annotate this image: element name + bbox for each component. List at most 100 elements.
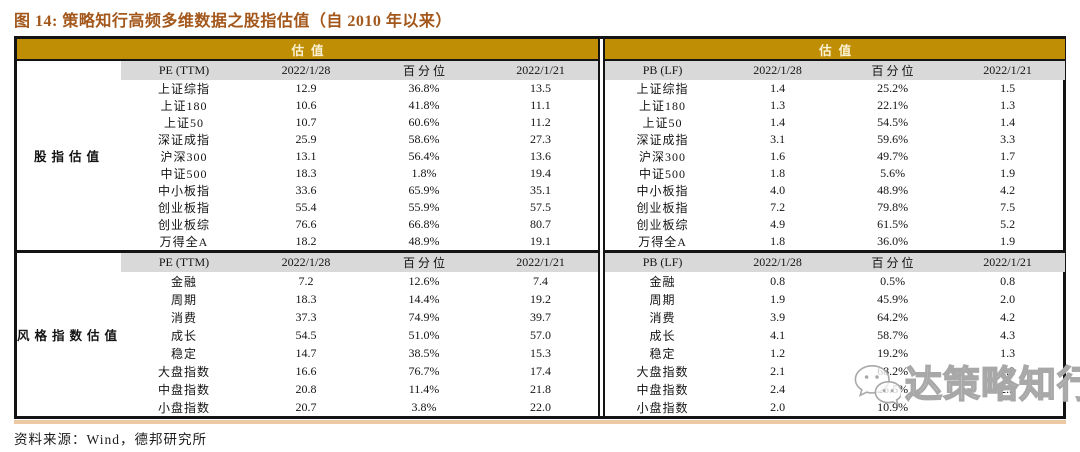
pe-value-cell: 21.8 — [530, 381, 552, 396]
pe-value-cell: 18.2 — [295, 234, 317, 248]
table-row: 金融 7.2 12.6% 7.4 — [17, 272, 599, 290]
pb-value-cell: 1.9 — [770, 291, 786, 306]
pe-value-cell: 7.4 — [533, 273, 549, 288]
index-name-cell: 中证500 — [639, 167, 687, 181]
table-row: 创业板综 4.9 61.5% 5.2 — [604, 216, 1065, 233]
index-name-cell: 沪深300 — [160, 150, 208, 164]
pe-percentile-cell: 41.8% — [408, 98, 440, 112]
pe-value-cell: 20.8 — [295, 381, 317, 396]
pb-percentile-cell: 22.1% — [877, 98, 909, 112]
pb-value-cell: 1.4 — [770, 115, 786, 129]
pe-value-cell: 13.6 — [530, 149, 552, 163]
pb-value-cell: 4.9 — [770, 217, 786, 231]
index-name-cell: 大盘指数 — [636, 364, 689, 379]
pb-header-row-2: PB (LF) 2022/1/28 百分位 2022/1/21 — [604, 250, 1066, 272]
valuation-band-right: 估值 — [604, 39, 1066, 61]
table-row: 成长 54.5 51.0% 57.0 — [17, 326, 599, 344]
pe-percentile-cell: 1.8% — [411, 166, 437, 180]
table-row: 中小板指 4.0 48.9% 4.2 — [604, 182, 1065, 199]
date1-header: 2022/1/28 — [247, 60, 365, 80]
valuation-band-left: 估值 — [17, 39, 600, 61]
pb-value-cell: 4.2 — [1000, 309, 1016, 324]
pe-value-cell: 11.1 — [530, 98, 551, 112]
pb-value-cell: 1.5 — [1000, 81, 1016, 95]
pb-value-cell: 1.8 — [770, 234, 786, 248]
index-name-cell: 中小板指 — [157, 184, 210, 198]
index-name-cell: 消费 — [649, 310, 676, 325]
pe-value-cell: 19.1 — [530, 234, 552, 248]
table-row: 创业板综 76.6 66.8% 80.7 — [17, 216, 599, 233]
index-name-cell: 周期 — [649, 292, 676, 307]
pb-percentile-cell: 48.9% — [877, 183, 909, 197]
valuation-band-row: 估值 — [604, 39, 1066, 61]
index-name-cell: 稳定 — [649, 346, 676, 361]
table-row: 消费 37.3 74.9% 39.7 — [17, 308, 599, 326]
table-row: 成长 4.1 58.7% 4.3 — [604, 326, 1065, 344]
pe-value-cell: 14.7 — [295, 345, 317, 360]
date1-header: 2022/1/28 — [247, 250, 365, 272]
index-name-cell: 成长 — [170, 328, 197, 343]
pb-value-cell: 1.3 — [1000, 98, 1016, 112]
pe-value-cell: 16.6 — [295, 363, 317, 378]
pe-value-cell: 20.7 — [295, 399, 317, 414]
pe-header-row-1: 股指估值 PE (TTM) 2022/1/28 百分位 2022/1/21 — [17, 60, 600, 252]
date1-header: 2022/1/28 — [720, 250, 836, 272]
index-name-cell: 创业板综 — [157, 218, 210, 232]
table-row: 中小板指 33.6 65.9% 35.1 — [17, 182, 599, 199]
pe-value-cell: 10.7 — [295, 115, 317, 129]
pe-value-cell: 7.2 — [298, 273, 314, 288]
pb-percentile-cell: 64.2% — [877, 309, 909, 324]
pe-percentile-cell: 51.0% — [408, 327, 440, 342]
pb-value-cell: 3.9 — [770, 309, 786, 324]
table-row: 周期 1.9 45.9% 2.0 — [604, 290, 1065, 308]
pb-value-cell: 1.3 — [1000, 345, 1016, 360]
table-row: 上证50 1.4 54.5% 1.4 — [604, 114, 1065, 131]
date1-header: 2022/1/28 — [720, 60, 836, 80]
pb-header-row-1: PB (LF) 2022/1/28 百分位 2022/1/21 — [604, 60, 1066, 80]
pb-value-cell: 4.2 — [1000, 183, 1016, 197]
index-name-cell: 成长 — [649, 328, 676, 343]
index-name-cell: 大盘指数 — [157, 364, 210, 379]
index-name-cell: 周期 — [170, 292, 197, 307]
table-bottom-accent-line — [14, 420, 1066, 424]
pe-value-cell: 54.5 — [295, 327, 317, 342]
index-name-cell: 上证综指 — [157, 82, 210, 96]
pb-value-cell: 5.2 — [1000, 217, 1016, 231]
pe-value-cell: 55.4 — [295, 200, 317, 214]
pb-value-cell: 1.9 — [1000, 166, 1016, 180]
index-name-cell: 中小板指 — [636, 184, 689, 198]
index-name-cell: 中证500 — [160, 167, 208, 181]
table-row: 上证综指 1.4 25.2% 1.5 — [604, 80, 1065, 97]
pe-value-cell: 19.4 — [530, 166, 552, 180]
pe-percentile-cell: 3.8% — [411, 399, 437, 414]
table-row: 稳定 1.2 19.2% 1.3 — [604, 344, 1065, 362]
table-row: 中盘指数 20.8 11.4% 21.8 — [17, 380, 599, 398]
index-name-cell: 创业板指 — [636, 201, 689, 215]
table-row: 沪深300 13.1 56.4% 13.6 — [17, 148, 599, 165]
pe-percentile-cell: 65.9% — [408, 183, 440, 197]
pb-percentile-cell: 45.9% — [877, 291, 909, 306]
pe-percentile-cell: 36.8% — [408, 81, 440, 95]
pe-value-cell: 27.3 — [530, 132, 552, 146]
pe-value-cell: 13.1 — [295, 149, 317, 163]
pe-percentile-cell: 58.6% — [408, 132, 440, 146]
table-row: 上证180 1.3 22.1% 1.3 — [604, 97, 1065, 114]
pe-header-row-2: 风格指数估值 PE (TTM) 2022/1/28 百分位 2022/1/21 — [17, 250, 600, 416]
pe-percentile-cell: 38.5% — [408, 345, 440, 360]
pb-value-cell: 1.2 — [770, 345, 786, 360]
pb-value-cell: 1.8 — [770, 166, 786, 180]
pe-value-cell: 80.7 — [530, 217, 552, 231]
pe-value-cell: 18.3 — [295, 291, 317, 306]
percentile-header: 百分位 — [365, 250, 483, 272]
pe-percentile-cell: 55.9% — [408, 200, 440, 214]
index-name-cell: 创业板综 — [636, 218, 689, 232]
date2-header: 2022/1/21 — [483, 60, 600, 80]
index-name-cell: 上证综指 — [636, 82, 689, 96]
pe-value-cell: 15.3 — [530, 345, 552, 360]
table-row: 大盘指数 16.6 76.7% 17.4 — [17, 362, 599, 380]
table-row: 深证成指 25.9 58.6% 27.3 — [17, 131, 599, 148]
pe-value-cell: 35.1 — [530, 183, 552, 197]
table-row: 中证500 1.8 5.6% 1.9 — [604, 165, 1065, 182]
index-name-cell: 万得全A — [638, 235, 687, 249]
pb-value-cell: 7.2 — [770, 200, 786, 214]
